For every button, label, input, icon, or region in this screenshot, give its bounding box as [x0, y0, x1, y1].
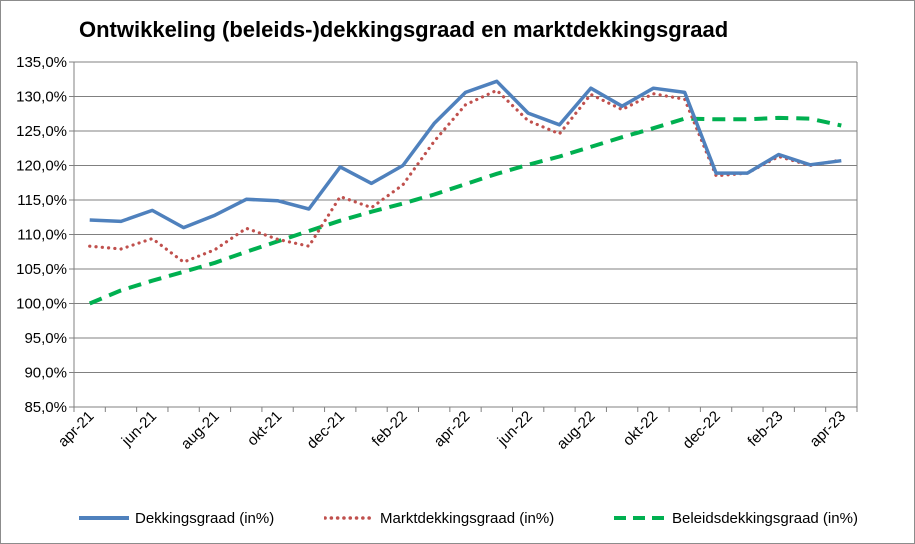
legend-item-marktdekkingsgraad: Marktdekkingsgraad (in%): [324, 506, 554, 530]
series-line-dotted: [88, 88, 843, 264]
grid: [69, 61, 857, 408]
legend-swatch-dashed: [614, 516, 666, 520]
x-tick-label: jun-21: [118, 408, 160, 450]
x-tick-label: dec-21: [304, 408, 348, 452]
legend-swatch-solid: [79, 516, 129, 520]
chart-title: Ontwikkeling (beleids-)dekkingsgraad en …: [79, 17, 729, 42]
x-tick-labels: apr-21 jun-21 aug-21 okt-21 dec-21 feb-22 apr-…: [55, 408, 849, 453]
x-tick-label: aug-22: [554, 408, 599, 453]
x-tick-label: okt-21: [244, 408, 286, 450]
x-tick-label: jun-22: [494, 408, 536, 450]
y-tick-label: 90,0%: [24, 365, 67, 382]
y-tick-label: 105,0%: [16, 261, 67, 278]
series-line-solid: [89, 79, 842, 230]
legend-item-dekkingsgraad: Dekkingsgraad (in%): [79, 506, 274, 530]
y-tick-label: 120,0%: [16, 158, 67, 175]
y-tick-label: 95,0%: [24, 330, 67, 347]
legend-label-marktdekkingsgraad: Marktdekkingsgraad (in%): [380, 509, 555, 527]
y-tick-label: 110,0%: [17, 227, 67, 244]
x-tick-label: aug-21: [178, 408, 223, 453]
y-tick-labels: 85,0% 90,0% 95,0% 100,0% 105,0% 110,0% 115,0% 1…: [16, 54, 67, 416]
x-tick-label: apr-22: [431, 408, 474, 451]
axes: [73, 62, 858, 412]
y-tick-label: 100,0%: [16, 296, 67, 313]
x-tick-label: feb-22: [369, 408, 411, 450]
y-tick-label: 125,0%: [16, 123, 67, 140]
legend-swatch-dotted: [324, 516, 374, 520]
y-tick-label: 85,0%: [24, 399, 67, 416]
series-lines: [88, 79, 843, 306]
x-tick-label: apr-23: [806, 408, 849, 451]
series-line-dashed: [88, 115, 842, 306]
y-tick-label: 135,0%: [16, 54, 67, 71]
legend-item-beleidsdekkingsgraad: Beleidsdekkingsgraad (in%): [614, 506, 858, 530]
y-tick-label: 130,0%: [16, 89, 67, 106]
x-tick-label: okt-22: [620, 408, 662, 450]
legend-label-dekkingsgraad: Dekkingsgraad (in%): [135, 509, 275, 527]
x-tick-label: dec-22: [679, 408, 723, 452]
x-tick-label: feb-23: [744, 408, 786, 450]
y-tick-label: 115,0%: [17, 192, 67, 209]
legend-label-beleidsdekkingsgraad: Beleidsdekkingsgraad (in%): [672, 509, 858, 527]
